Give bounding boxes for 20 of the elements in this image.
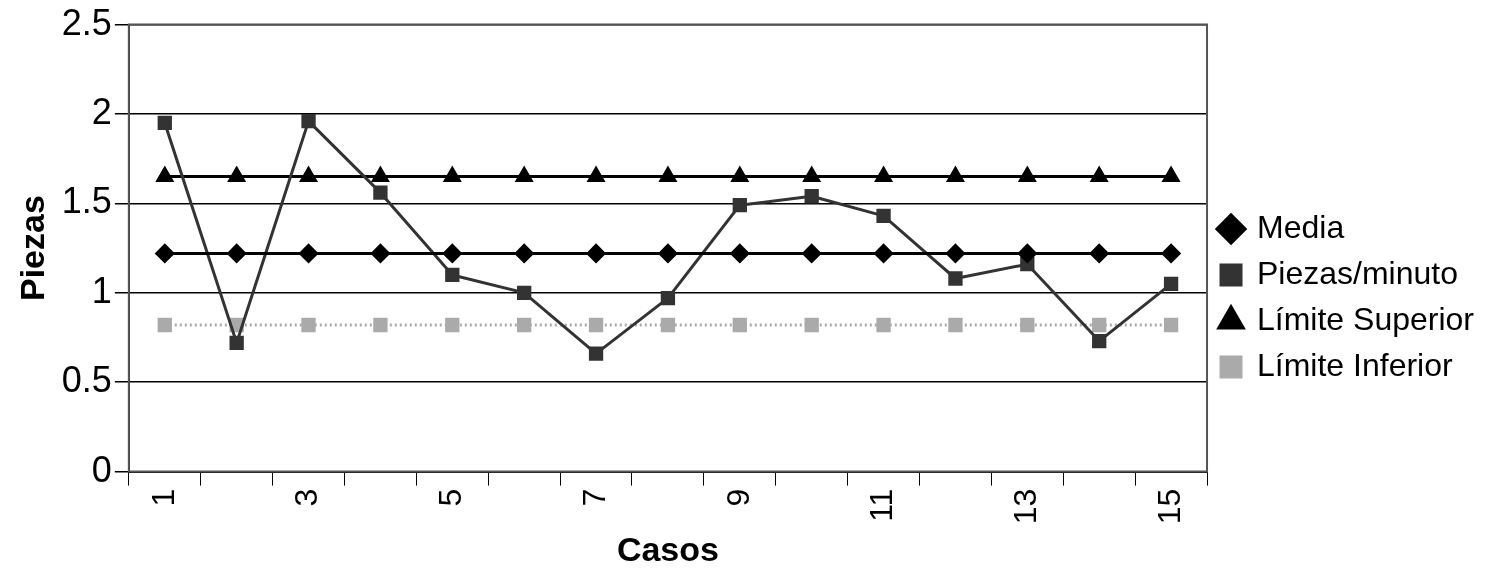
- legend-label: Límite Inferior: [1257, 346, 1453, 383]
- x-tick-label: 15: [1150, 488, 1187, 525]
- y-tick-label: 2.5: [61, 1, 112, 43]
- y-tick-label: 1: [91, 269, 112, 311]
- x-axis-title: Casos: [616, 529, 719, 568]
- y-axis-title: Piezas: [12, 195, 51, 302]
- y-tick-label: 1.5: [61, 180, 112, 222]
- y-tick-label: 0.5: [61, 359, 112, 401]
- x-tick-label: 3: [288, 488, 325, 507]
- legend-label: Piezas/minuto: [1257, 254, 1458, 291]
- y-tick-label: 2: [91, 90, 112, 132]
- x-tick-label: 5: [432, 488, 469, 507]
- x-tick-label: 11: [863, 488, 900, 522]
- legend-label: Media: [1257, 208, 1345, 245]
- x-tick-label: 7: [575, 488, 612, 507]
- legend-label: Límite Superior: [1257, 300, 1475, 337]
- x-tick-label: 13: [1007, 488, 1044, 525]
- x-tick-label: 9: [719, 488, 756, 507]
- y-tick-label: 0: [91, 448, 112, 490]
- x-tick-label: 1: [144, 488, 181, 507]
